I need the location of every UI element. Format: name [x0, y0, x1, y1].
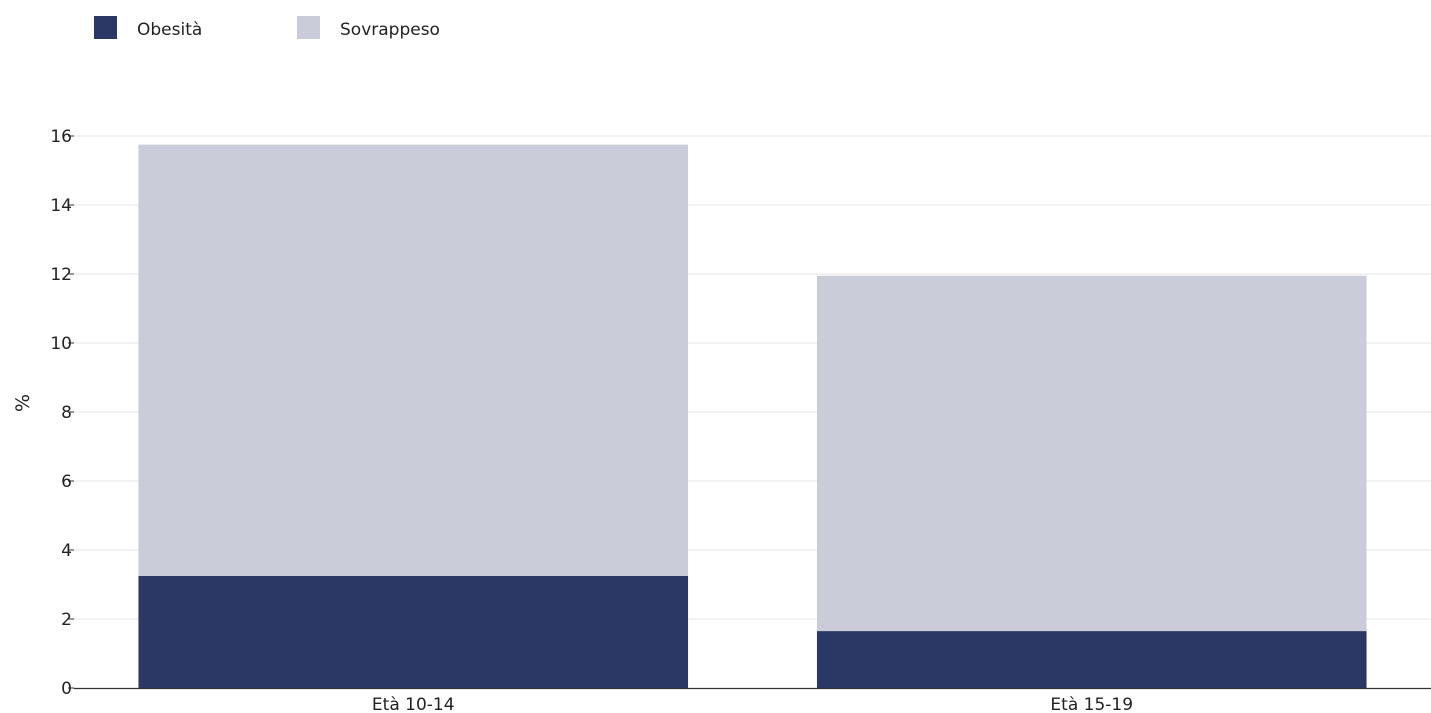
x-tick-label: Età 15-19	[1050, 695, 1133, 713]
bar-sovrappeso	[816, 275, 1367, 632]
x-tick-label: Età 10-14	[372, 695, 455, 713]
legend-label: Obesità	[137, 20, 202, 40]
y-tick-label: 12	[50, 265, 72, 285]
bar-obesit-	[138, 575, 689, 688]
y-tick-label: 4	[61, 541, 72, 561]
bar-sovrappeso	[138, 144, 689, 576]
bars	[138, 144, 1367, 688]
y-tick-label: 6	[61, 472, 72, 492]
legend-item: Obesità	[94, 16, 202, 40]
y-tick-label: 14	[50, 196, 72, 216]
legend-item: Sovrappeso	[297, 16, 440, 40]
x-axis-ticks: Età 10-14 Età 15-19	[372, 695, 1133, 713]
y-tick-label: 10	[50, 334, 72, 354]
y-tick-label: 0	[61, 679, 72, 699]
y-tick-label: 16	[50, 127, 72, 147]
y-axis-ticks: 0 2 4 6 8 10 12 14 16	[50, 127, 74, 699]
legend-label: Sovrappeso	[340, 20, 440, 40]
bar-obesit-	[816, 631, 1367, 688]
legend-swatch	[297, 16, 320, 39]
legend-swatch	[94, 16, 117, 39]
legend: Obesità Sovrappeso	[94, 16, 440, 40]
y-tick-label: 2	[61, 610, 72, 630]
y-tick-label: 8	[61, 403, 72, 423]
y-axis-label: %	[12, 394, 34, 412]
